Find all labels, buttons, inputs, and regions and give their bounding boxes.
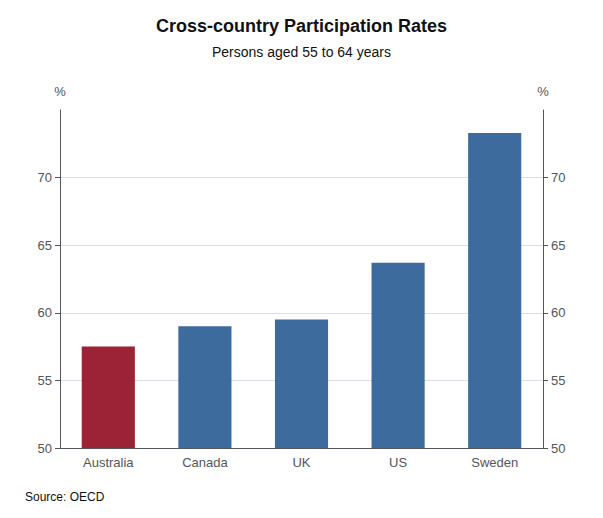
svg-text:60: 60: [38, 305, 52, 320]
svg-text:%: %: [54, 84, 66, 99]
svg-text:Cross-country Participation Ra: Cross-country Participation Rates: [156, 16, 447, 36]
svg-text:Canada: Canada: [182, 455, 228, 470]
svg-text:Persons aged 55 to 64 years: Persons aged 55 to 64 years: [212, 44, 391, 60]
svg-text:Sweden: Sweden: [471, 455, 518, 470]
svg-text:70: 70: [38, 170, 52, 185]
svg-text:65: 65: [38, 238, 52, 253]
svg-text:60: 60: [551, 305, 565, 320]
svg-text:50: 50: [551, 441, 565, 456]
svg-text:US: US: [389, 455, 407, 470]
svg-text:UK: UK: [292, 455, 310, 470]
svg-text:Australia: Australia: [83, 455, 134, 470]
svg-text:%: %: [537, 84, 549, 99]
svg-text:Source: OECD: Source: OECD: [25, 490, 105, 504]
svg-text:70: 70: [551, 170, 565, 185]
svg-text:55: 55: [551, 373, 565, 388]
svg-text:55: 55: [38, 373, 52, 388]
svg-text:65: 65: [551, 238, 565, 253]
svg-text:50: 50: [38, 441, 52, 456]
